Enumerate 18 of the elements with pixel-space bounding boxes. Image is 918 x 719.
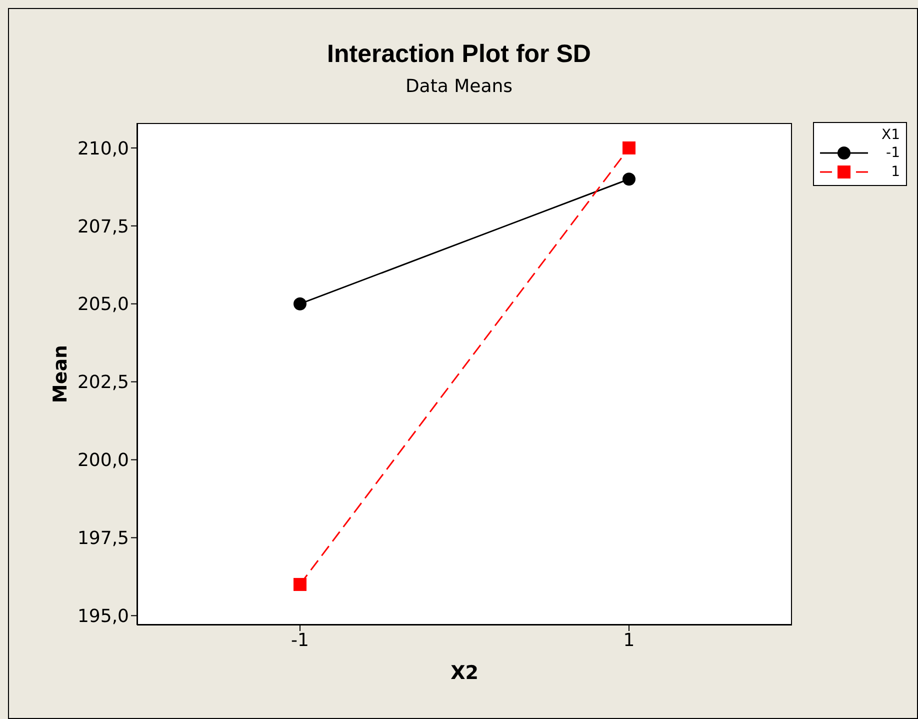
x-axis-title: X2 <box>450 662 478 684</box>
y-tick-label: 205,0 <box>77 294 129 316</box>
y-axis-title: Mean <box>50 344 72 404</box>
y-tick-label: 200,0 <box>77 450 129 472</box>
point <box>294 297 306 310</box>
chart-title: Interaction Plot for SD <box>326 40 592 69</box>
chart-subtitle: Data Means <box>404 76 514 97</box>
y-tick-label: 207,5 <box>77 216 129 238</box>
point <box>622 172 636 186</box>
y-tick-label: 202,5 <box>77 372 129 394</box>
y-tick-label: 195,0 <box>77 606 129 628</box>
legend-label: 1 <box>891 164 900 180</box>
y-tick-label: 210,0 <box>77 138 129 160</box>
y-tick-label: 197,5 <box>77 528 129 550</box>
point <box>622 141 636 154</box>
point <box>294 578 306 591</box>
legend-label: -1 <box>886 144 900 160</box>
legend-title: X1 <box>880 127 900 143</box>
